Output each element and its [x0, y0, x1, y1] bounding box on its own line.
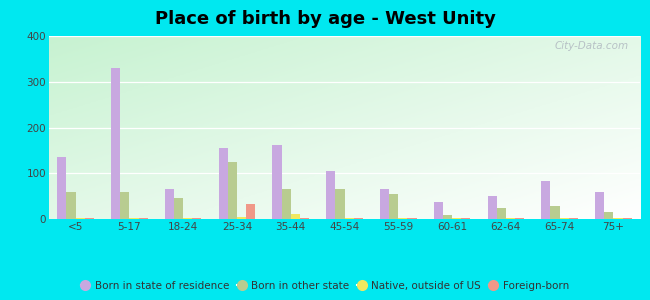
Bar [218, 148, 227, 219]
Bar [111, 68, 120, 219]
Bar [515, 218, 524, 219]
Bar [604, 212, 614, 219]
Bar [569, 218, 578, 219]
Bar [165, 189, 174, 219]
Bar [66, 191, 75, 219]
Bar [380, 189, 389, 219]
Bar [344, 218, 354, 219]
Bar [192, 218, 202, 219]
Bar [138, 218, 148, 219]
Bar [462, 218, 471, 219]
Bar [272, 145, 281, 219]
Bar [595, 191, 604, 219]
Bar [326, 171, 335, 219]
Bar [623, 218, 632, 219]
Bar [291, 214, 300, 219]
Bar [443, 215, 452, 219]
Text: Place of birth by age - West Unity: Place of birth by age - West Unity [155, 11, 495, 28]
Bar [541, 182, 551, 219]
Bar [129, 218, 138, 219]
Legend: Born in state of residence, Born in other state, Native, outside of US, Foreign-: Born in state of residence, Born in othe… [77, 276, 573, 295]
Bar [497, 208, 506, 219]
Text: City-Data.com: City-Data.com [554, 41, 629, 52]
Bar [237, 217, 246, 219]
Bar [84, 218, 94, 219]
Bar [57, 157, 66, 219]
Bar [354, 218, 363, 219]
Bar [183, 218, 192, 219]
Bar [174, 198, 183, 219]
Bar [408, 218, 417, 219]
Bar [560, 218, 569, 219]
Bar [488, 196, 497, 219]
Bar [506, 218, 515, 219]
Bar [281, 189, 291, 219]
Bar [434, 202, 443, 219]
Bar [246, 204, 255, 219]
Bar [227, 162, 237, 219]
Bar [389, 194, 398, 219]
Bar [335, 189, 345, 219]
Bar [452, 218, 461, 219]
Bar [398, 218, 408, 219]
Bar [120, 191, 129, 219]
Bar [614, 218, 623, 219]
Bar [75, 218, 84, 219]
Bar [551, 206, 560, 219]
Bar [300, 218, 309, 219]
